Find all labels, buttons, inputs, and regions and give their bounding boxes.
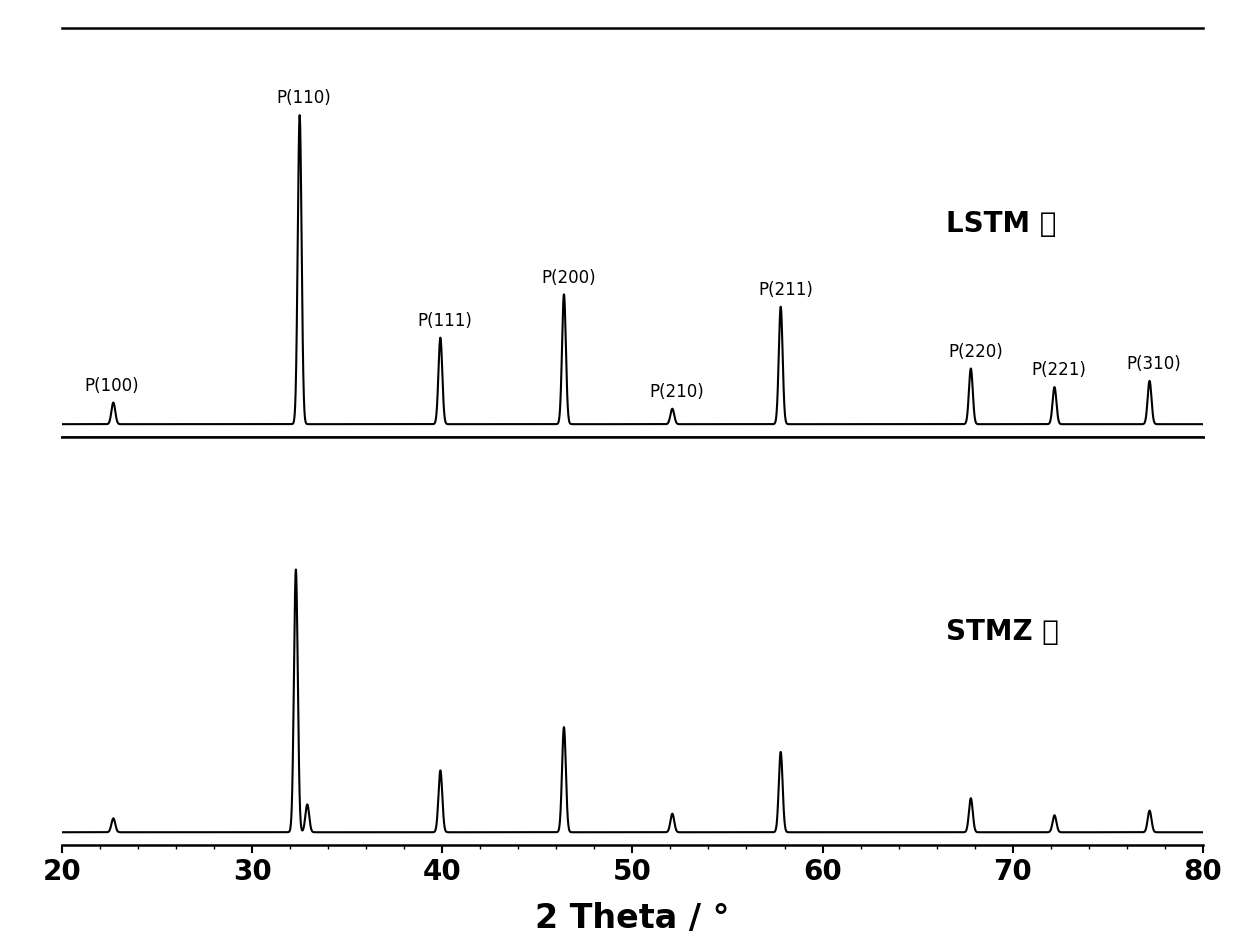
- Text: P(211): P(211): [758, 281, 812, 299]
- Text: P(200): P(200): [541, 269, 595, 287]
- Text: P(221): P(221): [1032, 362, 1086, 380]
- Text: LSTM 肆: LSTM 肆: [946, 211, 1056, 238]
- Text: STMZ 肆: STMZ 肆: [946, 619, 1059, 646]
- Text: P(100): P(100): [84, 377, 139, 395]
- Text: P(310): P(310): [1127, 355, 1182, 373]
- Text: P(210): P(210): [650, 383, 704, 401]
- X-axis label: 2 Theta / °: 2 Theta / °: [536, 902, 729, 936]
- Text: P(220): P(220): [949, 343, 1003, 361]
- Text: P(111): P(111): [418, 312, 472, 330]
- Text: P(110): P(110): [277, 89, 331, 107]
